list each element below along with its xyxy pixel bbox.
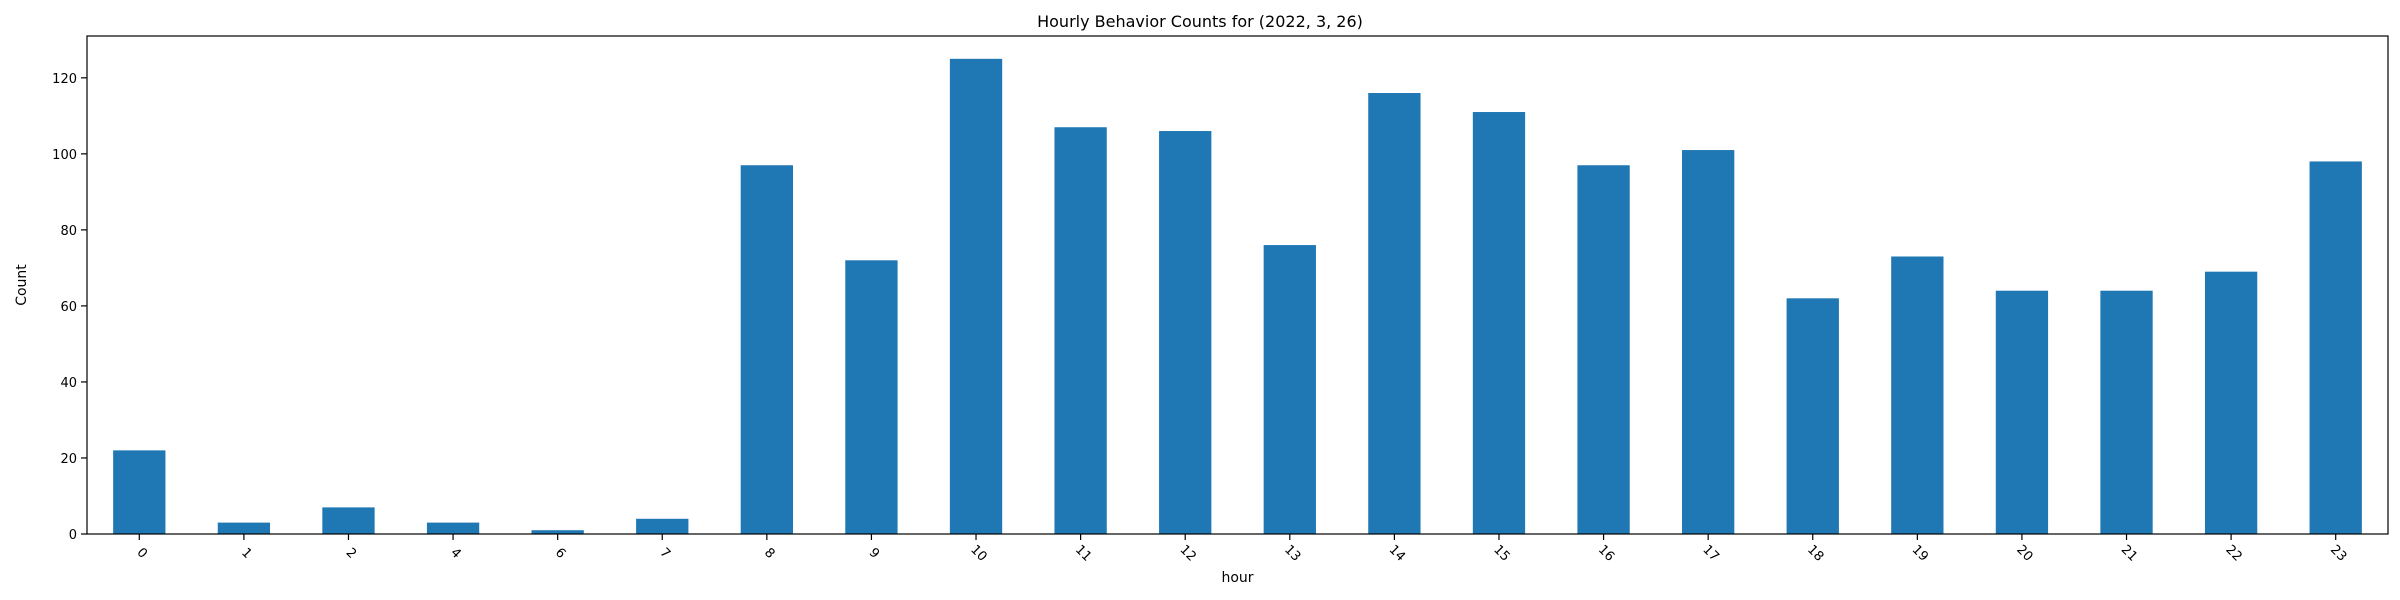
bar-7 bbox=[636, 518, 689, 534]
bar-12 bbox=[1159, 131, 1212, 535]
y-axis-label: Count bbox=[14, 264, 30, 306]
bar-16 bbox=[1577, 165, 1630, 534]
y-tick-label: 0 bbox=[69, 528, 77, 543]
bar-15 bbox=[1472, 112, 1526, 534]
bar-14 bbox=[1368, 93, 1421, 535]
bar-23 bbox=[2309, 161, 2362, 534]
y-tick-label: 60 bbox=[60, 300, 77, 315]
y-tick-label: 100 bbox=[52, 148, 77, 163]
y-axis-ticks: 0 20 40 60 80 100 120 bbox=[52, 72, 87, 543]
chart-title: Hourly Behavior Counts for (2022, 3, 26) bbox=[1037, 12, 1363, 31]
bar-9 bbox=[845, 260, 898, 534]
bar-11 bbox=[1054, 127, 1107, 535]
bar-8 bbox=[740, 165, 793, 534]
bar-22 bbox=[2204, 271, 2258, 534]
y-tick-label: 20 bbox=[60, 452, 77, 467]
bar-13 bbox=[1263, 245, 1316, 534]
y-tick-label: 40 bbox=[60, 376, 77, 391]
bar-4 bbox=[426, 522, 480, 534]
y-tick-label: 80 bbox=[60, 224, 77, 239]
bar-1 bbox=[217, 522, 271, 534]
bar-0 bbox=[113, 450, 166, 534]
bar-21 bbox=[2100, 290, 2153, 534]
bar-18 bbox=[1786, 298, 1839, 534]
bars-group bbox=[113, 58, 2362, 535]
bar-19 bbox=[1891, 256, 1944, 534]
bar-2 bbox=[322, 507, 375, 534]
x-axis-label: hour bbox=[1221, 570, 1253, 586]
plot-frame bbox=[86, 35, 2389, 535]
bar-6 bbox=[531, 530, 584, 534]
bar-17 bbox=[1682, 150, 1735, 535]
y-tick-label: 120 bbox=[52, 72, 77, 87]
bar-10 bbox=[949, 58, 1003, 535]
bar-20 bbox=[1995, 290, 2049, 534]
